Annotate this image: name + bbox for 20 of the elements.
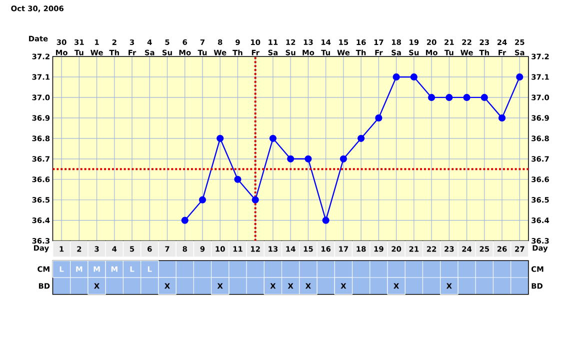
- point: [304, 155, 312, 163]
- point: [358, 135, 365, 142]
- point: [375, 114, 382, 122]
- point: [446, 94, 453, 102]
- point: [322, 216, 330, 224]
- point: [340, 155, 348, 163]
- point: [516, 74, 524, 81]
- point: [198, 196, 206, 204]
- point: [428, 94, 436, 102]
- point: [269, 135, 277, 142]
- point: [252, 196, 259, 204]
- point: [498, 114, 506, 122]
- point: [216, 135, 224, 142]
- point: [463, 94, 470, 102]
- point: [287, 155, 294, 163]
- point: [480, 94, 488, 102]
- point: [410, 74, 418, 81]
- point: [392, 74, 400, 81]
- point: [181, 216, 188, 224]
- point: [234, 176, 242, 184]
